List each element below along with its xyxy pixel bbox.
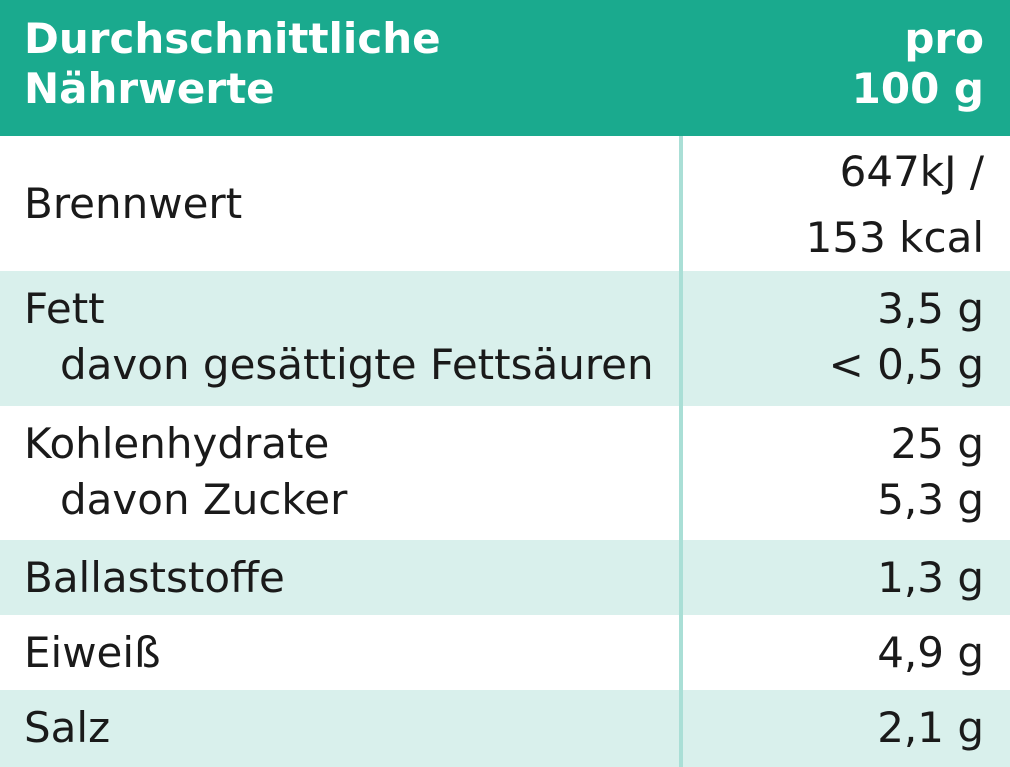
row-subvalue: 5,3 g — [877, 475, 984, 524]
header-unit-line1: pro — [904, 14, 984, 63]
row-value: 647kJ / 153 kcal — [806, 144, 984, 266]
row-value: 2,1 g — [877, 703, 984, 752]
row-value: 25 g 5,3 g — [877, 416, 984, 528]
energy-kj: 647kJ / — [839, 147, 984, 196]
table-row-brennwert: Brennwert 647kJ / 153 kcal — [0, 136, 1010, 271]
header-title-line2: Nährwerte — [24, 64, 275, 113]
header-unit: pro 100 g — [852, 14, 984, 114]
energy-kcal: 153 kcal — [805, 213, 984, 262]
table-row-salz: Salz 2,1 g — [0, 690, 1010, 767]
column-divider — [679, 136, 683, 767]
row-label: Ballaststoffe — [24, 553, 285, 602]
row-sublabel: davon gesättigte Fettsäuren — [60, 340, 654, 389]
row-label: Kohlenhydrate davon Zucker — [24, 416, 347, 528]
row-label: Salz — [24, 703, 111, 752]
table-row-fett: Fett davon gesättigte Fettsäuren 3,5 g <… — [0, 271, 1010, 406]
row-label: Eiweiß — [24, 628, 161, 677]
table-header: Durchschnittliche Nährwerte pro 100 g — [0, 0, 1010, 136]
row-sublabel: davon Zucker — [60, 475, 348, 524]
row-value: 3,5 g < 0,5 g — [829, 281, 984, 393]
row-value: 1,3 g — [877, 553, 984, 602]
row-subvalue: < 0,5 g — [828, 340, 984, 389]
table-row-eiweiss: Eiweiß 4,9 g — [0, 615, 1010, 690]
table-row-kohlenhydrate: Kohlenhydrate davon Zucker 25 g 5,3 g — [0, 406, 1010, 540]
row-label: Brennwert — [24, 179, 243, 228]
row-label: Fett davon gesättigte Fettsäuren — [24, 281, 654, 393]
table-row-ballaststoffe: Ballaststoffe 1,3 g — [0, 540, 1010, 615]
header-title: Durchschnittliche Nährwerte — [24, 14, 441, 114]
header-title-line1: Durchschnittliche — [24, 14, 441, 63]
header-unit-line2: 100 g — [851, 64, 984, 113]
row-value: 4,9 g — [877, 628, 984, 677]
